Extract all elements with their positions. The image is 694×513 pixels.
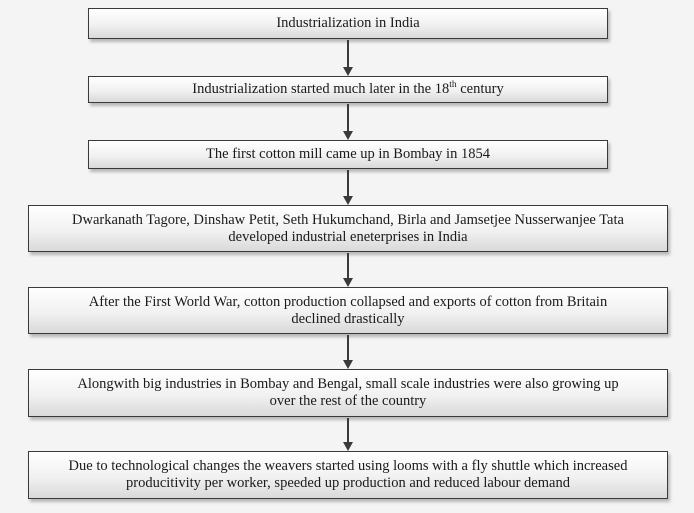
arrow-1-to-2 <box>343 40 353 76</box>
step-4-text: Dwarkanath Tagore, Dinshaw Petit, Seth H… <box>72 211 624 245</box>
arrow-5-to-6 <box>343 335 353 369</box>
step-7-box: Due to technological changes the weavers… <box>28 451 668 499</box>
step-6-box: Alongwith big industries in Bombay and B… <box>28 369 668 417</box>
arrow-3-to-4 <box>343 170 353 205</box>
arrow-2-to-3 <box>343 104 353 140</box>
step-4-box: Dwarkanath Tagore, Dinshaw Petit, Seth H… <box>28 205 668 252</box>
step-3-box: The first cotton mill came up in Bombay … <box>88 140 608 169</box>
step-7-text: Due to technological changes the weavers… <box>68 458 628 491</box>
step-2-box: Industrialization started much later in … <box>88 76 608 103</box>
step-5-box: After the First World War, cotton produc… <box>28 287 668 334</box>
superscript-th: th <box>449 80 457 90</box>
step-1-box: Industrialization in India <box>88 8 608 39</box>
arrow-6-to-7 <box>343 418 353 451</box>
step-3-text: The first cotton mill came up in Bombay … <box>206 146 490 162</box>
step-2-text: Industrialization started much later in … <box>192 80 504 97</box>
step-6-text: Alongwith big industries in Bombay and B… <box>77 376 619 409</box>
step-1-text: Industrialization in India <box>276 15 420 31</box>
step-5-text: After the First World War, cotton produc… <box>88 293 608 327</box>
arrow-4-to-5 <box>343 253 353 287</box>
